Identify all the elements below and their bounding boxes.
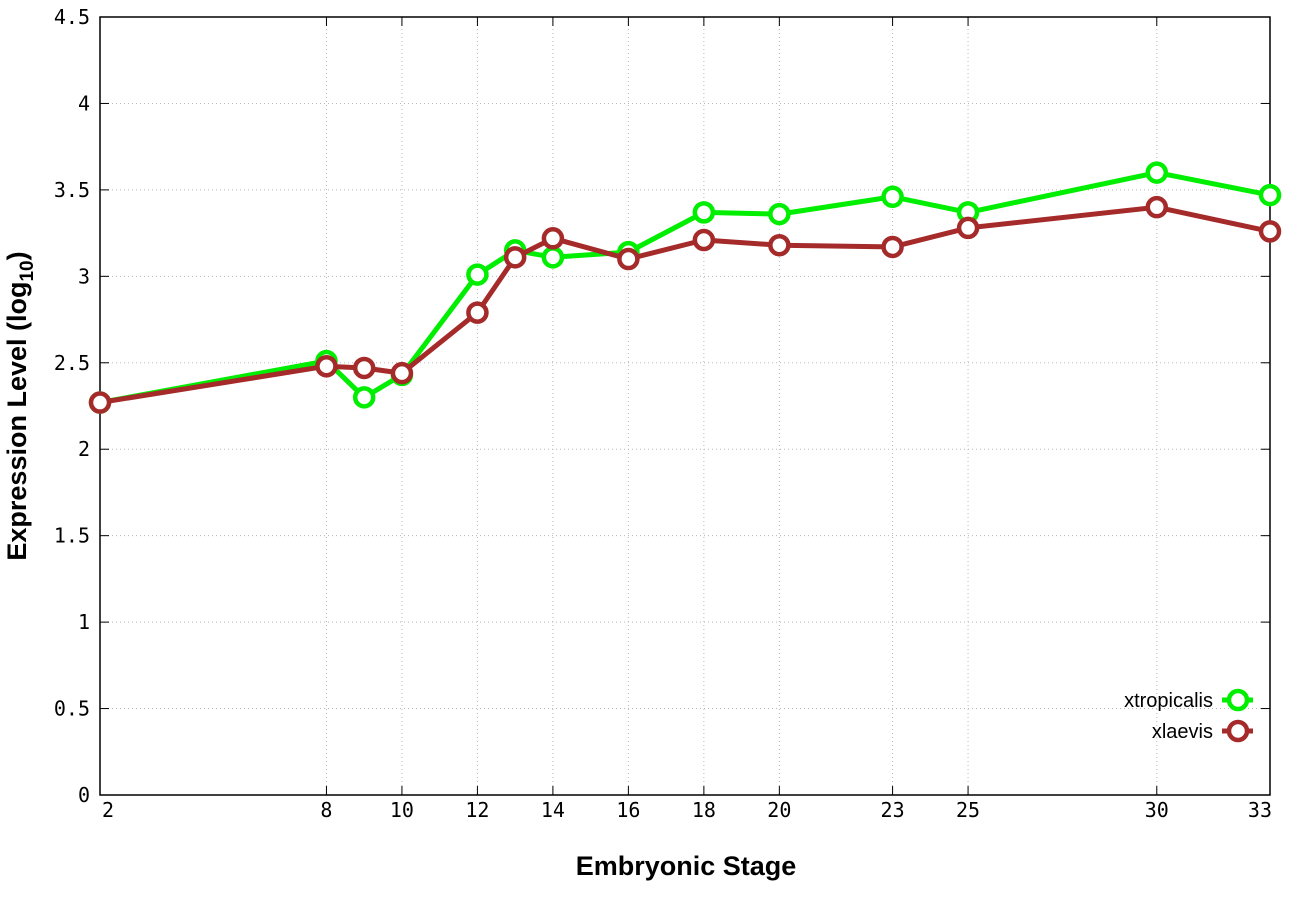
data-point (768, 233, 791, 257)
y-tick-label: 2.5 (54, 351, 90, 375)
y-axis-title-close: ) (2, 251, 32, 260)
data-point (466, 301, 489, 324)
data-point (541, 227, 565, 250)
data-point (692, 228, 716, 252)
data-point (466, 263, 489, 286)
series-line-xlaevis (99, 204, 1271, 405)
x-tick-label: 25 (956, 798, 980, 822)
x-tick-label: 23 (881, 798, 905, 822)
x-tick-label: 12 (465, 798, 489, 822)
x-tick-label: 30 (1145, 798, 1169, 822)
x-tick-label: 16 (616, 798, 640, 822)
y-tick-label: 3 (78, 264, 90, 288)
data-point (1258, 183, 1282, 207)
data-point (503, 246, 527, 269)
x-axis-title: Embryonic Stage (576, 851, 797, 881)
y-tick-label: 4.5 (54, 5, 90, 29)
data-point (692, 201, 716, 224)
y-tick-label: 0.5 (54, 697, 90, 721)
y-axis-title: Expression Level (log10) (2, 251, 38, 560)
y-axis-title-subscript: 10 (17, 260, 38, 281)
data-point (1145, 161, 1169, 184)
data-point (315, 354, 338, 378)
y-tick-label: 2 (78, 437, 90, 461)
y-tick-label: 1.5 (54, 524, 90, 548)
legend-marker-xtropicalis (1226, 688, 1250, 712)
x-tick-label: 18 (692, 798, 716, 822)
plot-frame (99, 16, 1271, 796)
legend-label-xtropicalis: xtropicalis (1124, 690, 1213, 712)
y-tick-label: 3.5 (54, 178, 90, 202)
legend-marker-xlaevis (1226, 719, 1250, 743)
data-point (881, 235, 904, 259)
data-point (352, 356, 376, 380)
y-axis-title-main: Expression Level (log (2, 282, 32, 561)
axis-ticks: 2 8 10 12 14 16 18 20 23 25 30 33 0 0.5 1 1.5 2 2.5 3 3.5 4 4… (54, 5, 1272, 822)
x-tick-label: 2 (102, 798, 114, 822)
x-tick-label: 8 (320, 798, 332, 822)
data-point (352, 386, 376, 409)
legend: xtropicalis xlaevis (1124, 688, 1253, 743)
series-line-xtropicalis (99, 170, 1271, 405)
data-point (956, 216, 980, 240)
data-point (881, 185, 904, 209)
data-point (1258, 220, 1282, 243)
legend-label-xlaevis: xlaevis (1152, 721, 1213, 743)
x-tick-label: 20 (767, 798, 791, 822)
data-point (768, 202, 791, 226)
grid (100, 17, 1270, 795)
data-point (1145, 195, 1169, 219)
data-point (390, 361, 414, 385)
data-point (541, 246, 565, 269)
x-tick-label: 14 (541, 798, 565, 822)
y-tick-label: 4 (78, 91, 90, 115)
data-point (88, 391, 112, 414)
x-tick-label: 33 (1248, 798, 1272, 822)
y-tick-label: 1 (78, 610, 90, 634)
series-xlaevis (88, 195, 1282, 414)
series-layer (88, 161, 1282, 414)
data-point (617, 247, 640, 271)
x-tick-label: 10 (390, 798, 414, 822)
y-tick-label: 0 (78, 783, 90, 807)
